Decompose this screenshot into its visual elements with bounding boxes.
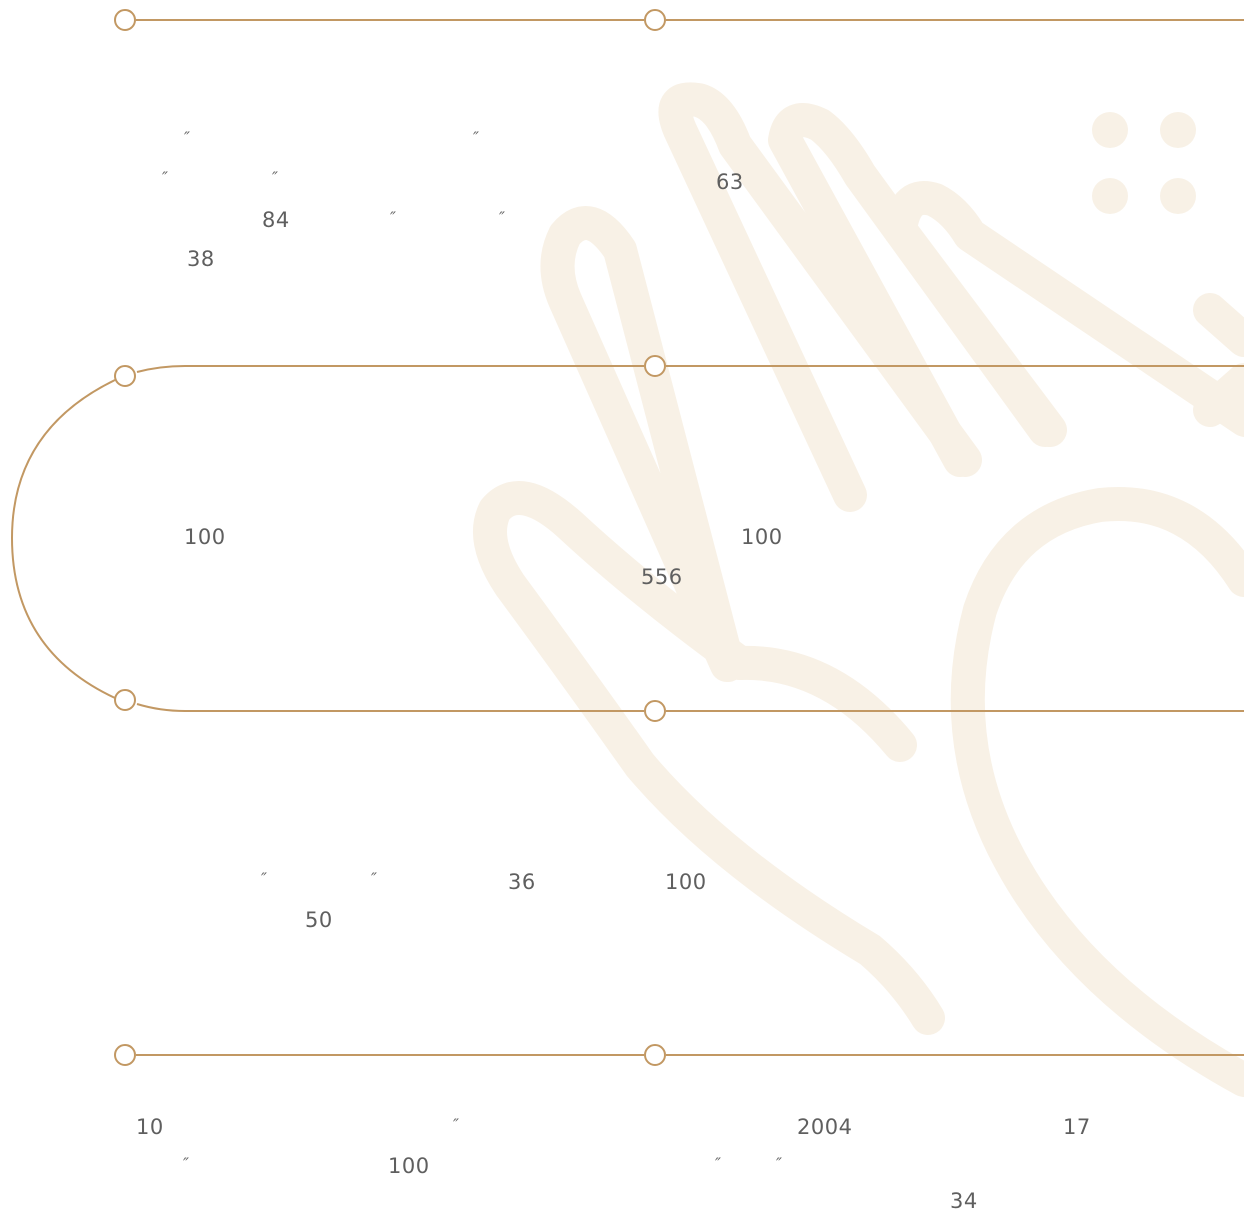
section3-number: 100: [665, 870, 707, 894]
section4-number: 100: [388, 1154, 430, 1178]
timeline-node: [114, 1044, 136, 1066]
section4-number: 17: [1063, 1115, 1091, 1139]
section4-number: 2004: [797, 1115, 853, 1139]
timeline-arc: [10, 379, 116, 699]
quote-mark: ″: [499, 208, 505, 227]
quote-mark: ″: [390, 208, 396, 227]
timeline-node: [644, 355, 666, 377]
section2-number: 100: [184, 525, 226, 549]
timeline-line-2-left: [136, 365, 644, 373]
quote-mark: ″: [776, 1154, 782, 1173]
quote-mark: ″: [261, 869, 267, 888]
section3-number: 50: [305, 908, 333, 932]
section4-number: 34: [950, 1189, 978, 1213]
quote-mark: ″: [184, 128, 190, 147]
quote-mark: ″: [453, 1115, 459, 1134]
timeline-node: [644, 700, 666, 722]
section3-number: 36: [508, 870, 536, 894]
section2-number: 100: [741, 525, 783, 549]
quote-mark: ″: [272, 168, 278, 187]
timeline-node: [114, 365, 136, 387]
section2-number: 556: [641, 565, 683, 589]
section1-number: 63: [716, 170, 744, 194]
quote-mark: ″: [371, 869, 377, 888]
section1-number: 84: [262, 208, 290, 232]
quote-mark: ″: [183, 1154, 189, 1173]
timeline-node: [114, 689, 136, 711]
timeline-node: [644, 9, 666, 31]
quote-mark: ″: [473, 128, 479, 147]
timeline-node: [644, 1044, 666, 1066]
quote-mark: ″: [715, 1154, 721, 1173]
timeline-node: [114, 9, 136, 31]
quote-mark: ″: [162, 168, 168, 187]
section1-number: 38: [187, 247, 215, 271]
timeline-line-3-left: [136, 703, 644, 712]
section4-number: 10: [136, 1115, 164, 1139]
